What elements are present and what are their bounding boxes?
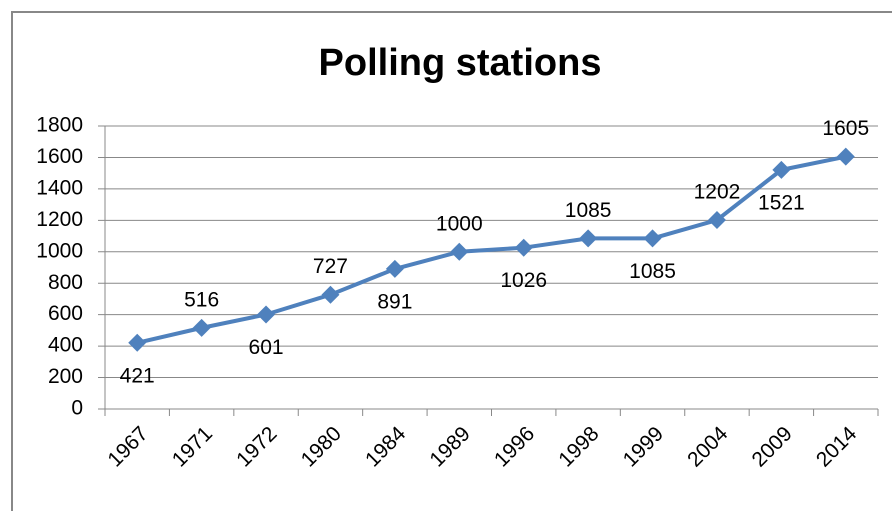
series-line bbox=[136, 154, 847, 345]
data-label: 727 bbox=[313, 255, 348, 278]
data-point bbox=[836, 147, 855, 166]
data-point bbox=[643, 229, 662, 248]
y-tick-label: 0 bbox=[71, 397, 83, 420]
data-point bbox=[257, 305, 276, 324]
data-point bbox=[579, 229, 598, 248]
chart-frame bbox=[11, 11, 892, 511]
data-label: 1521 bbox=[758, 191, 805, 214]
y-tick-label: 1200 bbox=[36, 208, 83, 231]
data-point bbox=[772, 160, 791, 179]
y-tick-label: 1800 bbox=[36, 114, 83, 137]
data-point bbox=[192, 318, 211, 337]
data-label: 1202 bbox=[694, 181, 741, 204]
data-label: 516 bbox=[184, 288, 219, 311]
data-point bbox=[707, 211, 726, 230]
y-tick-label: 1400 bbox=[36, 176, 83, 199]
data-point bbox=[514, 238, 533, 257]
y-tick-label: 400 bbox=[48, 334, 83, 357]
data-label: 1000 bbox=[436, 212, 483, 235]
data-label: 891 bbox=[377, 290, 412, 313]
data-label: 601 bbox=[249, 336, 284, 359]
data-point bbox=[385, 259, 404, 278]
data-point bbox=[450, 242, 469, 261]
data-label: 1026 bbox=[500, 269, 547, 292]
y-tick-label: 200 bbox=[48, 365, 83, 388]
y-tick-label: 800 bbox=[48, 271, 83, 294]
data-label: 1085 bbox=[565, 199, 612, 222]
y-tick-label: 1000 bbox=[36, 239, 83, 262]
data-label: 1085 bbox=[629, 260, 676, 283]
data-point bbox=[321, 285, 340, 304]
data-label: 421 bbox=[120, 364, 155, 387]
data-point bbox=[128, 333, 147, 352]
y-tick-label: 600 bbox=[48, 302, 83, 325]
chart-title: Polling stations bbox=[319, 42, 602, 84]
y-tick-label: 1600 bbox=[36, 145, 83, 168]
data-label: 1605 bbox=[822, 117, 869, 140]
